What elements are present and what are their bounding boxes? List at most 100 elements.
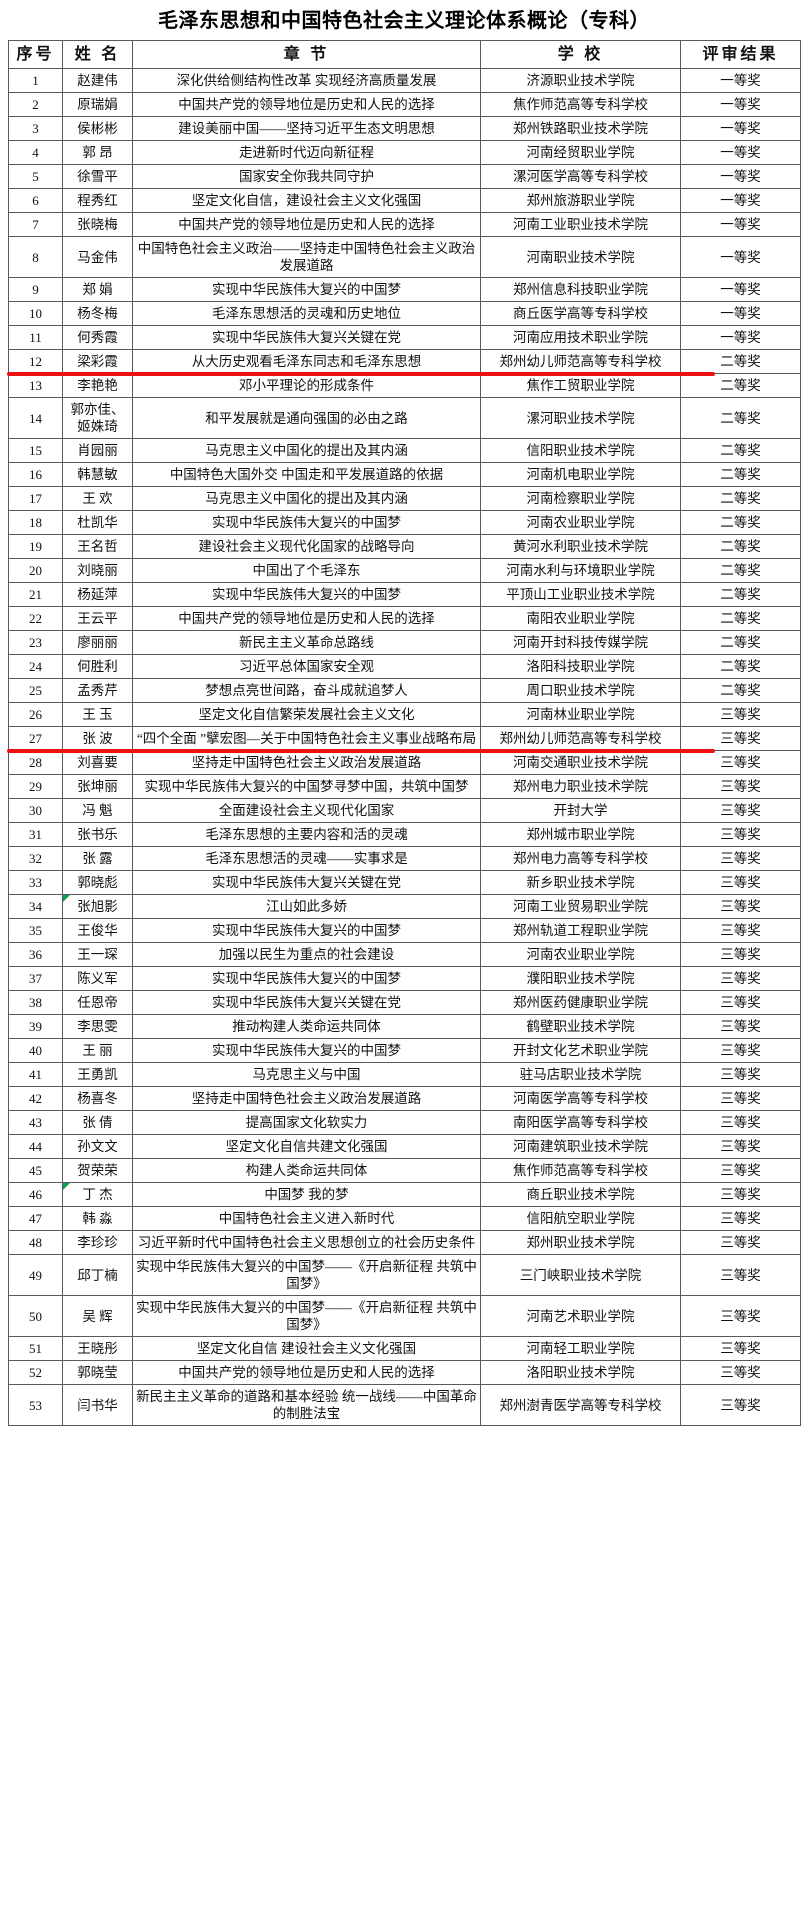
cell-chapter: 实现中华民族伟大复兴的中国梦寻梦中国，共筑中国梦 (132, 774, 481, 799)
table-row: 30 冯 魁全面建设社会主义现代化国家 开封大学 三等奖 (8, 798, 801, 823)
cell-name: 丁 杰 (62, 1182, 133, 1207)
cell-chapter: 推动构建人类命运共同体 (132, 1014, 481, 1039)
cell-school: 洛阳职业技术学院 (480, 1360, 681, 1385)
cell-school: 河南工业职业技术学院 (480, 212, 681, 237)
column-header-result: 评审结果 (680, 40, 801, 69)
cell-chapter: 坚持走中国特色社会主义政治发展道路 (132, 1086, 481, 1111)
table-row: 16 韩慧敏 中国特色大国外交 中国走和平发展道路的依据 河南机电职业学院 二等奖 (8, 462, 801, 487)
table-row: 32 张 露毛泽东思想活的灵魂——实事求是 郑州电力高等专科学校 三等奖 (8, 846, 801, 871)
cell-school: 郑州澍青医学高等专科学校 (480, 1384, 681, 1426)
cell-chapter: 实现中华民族伟大复兴关键在党 (132, 870, 481, 895)
cell-index: 35 (8, 918, 63, 943)
cell-result: 三等奖 (680, 846, 801, 871)
cell-school: 新乡职业技术学院 (480, 870, 681, 895)
cell-name: 王晓彤 (62, 1336, 133, 1361)
cell-name: 邱丁楠 (62, 1254, 133, 1296)
table-row: 13 李艳艳 邓小平理论的形成条件 焦作工贸职业学院 二等奖 (8, 373, 801, 398)
cell-school: 河南交通职业技术学院 (480, 750, 681, 775)
cell-name: 王一琛 (62, 942, 133, 967)
table-row: 24 何胜利 习近平总体国家安全观 洛阳科技职业学院 二等奖 (8, 654, 801, 679)
cell-chapter: 实现中华民族伟大复兴的中国梦——《开启新征程 共筑中国梦》 (132, 1254, 481, 1296)
cell-name: 张 波 (62, 726, 133, 751)
table-row: 7 张晓梅 中国共产党的领导地位是历史和人民的选择 河南工业职业技术学院 一等奖 (8, 212, 801, 237)
cell-name: 杨喜冬 (62, 1086, 133, 1111)
cell-result: 一等奖 (680, 277, 801, 302)
cell-index: 53 (8, 1384, 63, 1426)
cell-name: 王俊华 (62, 918, 133, 943)
cell-name: 张晓梅 (62, 212, 133, 237)
cell-school: 郑州信息科技职业学院 (480, 277, 681, 302)
cell-index: 14 (8, 397, 63, 439)
cell-index: 37 (8, 966, 63, 991)
cell-result: 三等奖 (680, 1360, 801, 1385)
cell-name: 王勇凯 (62, 1062, 133, 1087)
award-list-sheet: 毛泽东思想和中国特色社会主义理论体系概论（专科） 序号 姓 名 章 节 学 校 … (6, 10, 801, 1426)
table-row: 3 侯彬彬 建设美丽中国——坚持习近平生态文明思想 郑州铁路职业技术学院 一等奖 (8, 116, 801, 141)
cell-name: 郭亦佳、姬姝琦 (62, 397, 133, 439)
cell-chapter: 中国特色大国外交 中国走和平发展道路的依据 (132, 462, 481, 487)
cell-school: 信阳航空职业学院 (480, 1206, 681, 1231)
cell-chapter: 中国特色社会主义政治——坚持走中国特色社会主义政治发展道路 (132, 236, 481, 278)
cell-chapter: 实现中华民族伟大复兴的中国梦——《开启新征程 共筑中国梦》 (132, 1295, 481, 1337)
cell-index: 33 (8, 870, 63, 895)
cell-school: 河南建筑职业技术学院 (480, 1134, 681, 1159)
cell-school: 郑州医药健康职业学院 (480, 990, 681, 1015)
cell-index: 51 (8, 1336, 63, 1361)
cell-chapter: 中国出了个毛泽东 (132, 558, 481, 583)
cell-school: 河南职业技术学院 (480, 236, 681, 278)
cell-index: 47 (8, 1206, 63, 1231)
cell-result: 三等奖 (680, 1230, 801, 1255)
cell-result: 三等奖 (680, 1038, 801, 1063)
cell-index: 29 (8, 774, 63, 799)
table-row: 37 陈义军 实现中华民族伟大复兴的中国梦 濮阳职业技术学院 三等奖 (8, 966, 801, 991)
cell-index: 50 (8, 1295, 63, 1337)
table-row: 25 孟秀芹 梦想点亮世间路，奋斗成就追梦人 周口职业技术学院 二等奖 (8, 678, 801, 703)
cell-result: 三等奖 (680, 1062, 801, 1087)
cell-name: 刘晓丽 (62, 558, 133, 583)
cell-result: 三等奖 (680, 750, 801, 775)
cell-index: 10 (8, 301, 63, 326)
comment-flag-icon (63, 895, 70, 902)
cell-result: 三等奖 (680, 1336, 801, 1361)
cell-result: 三等奖 (680, 798, 801, 823)
cell-result: 三等奖 (680, 870, 801, 895)
table-row: 36 王一琛 加强以民生为重点的社会建设 河南农业职业学院 三等奖 (8, 942, 801, 967)
column-header-index: 序号 (8, 40, 63, 69)
cell-index: 44 (8, 1134, 63, 1159)
table-row: 34 张旭影 江山如此多娇 河南工业贸易职业学院 三等奖 (8, 894, 801, 919)
cell-name: 梁彩霞 (62, 349, 133, 374)
cell-result: 三等奖 (680, 702, 801, 727)
cell-school: 郑州旅游职业学院 (480, 188, 681, 213)
cell-result: 三等奖 (680, 1158, 801, 1183)
cell-school: 河南林业职业学院 (480, 702, 681, 727)
cell-index: 43 (8, 1110, 63, 1135)
table-row: 29 张坤丽 实现中华民族伟大复兴的中国梦寻梦中国，共筑中国梦 郑州电力职业技术学院三… (8, 774, 801, 799)
cell-school: 郑州铁路职业技术学院 (480, 116, 681, 141)
table-body: 1 赵建伟 深化供给侧结构性改革 实现经济高质量发展 济源职业技术学院 一等奖 2 原瑞娟中… (8, 68, 801, 1426)
table-row: 20 刘晓丽 中国出了个毛泽东 河南水利与环境职业学院 二等奖 (8, 558, 801, 583)
award-results-table: 序号 姓 名 章 节 学 校 评审结果 1 赵建伟 深化供给侧结构性改革 实现经济高… (8, 40, 801, 1426)
cell-school: 焦作工贸职业学院 (480, 373, 681, 398)
cell-chapter: 中国共产党的领导地位是历史和人民的选择 (132, 212, 481, 237)
table-header: 序号 姓 名 章 节 学 校 评审结果 (8, 40, 801, 69)
cell-result: 二等奖 (680, 510, 801, 535)
cell-index: 46 (8, 1182, 63, 1207)
cell-name: 王 欢 (62, 486, 133, 511)
cell-school: 商丘医学高等专科学校 (480, 301, 681, 326)
cell-chapter: 毛泽东思想活的灵魂——实事求是 (132, 846, 481, 871)
cell-school: 河南应用技术职业学院 (480, 325, 681, 350)
cell-name: 任恩帝 (62, 990, 133, 1015)
cell-name: 肖园丽 (62, 438, 133, 463)
table-row: 11 何秀霞 实现中华民族伟大复兴关键在党 河南应用技术职业学院 一等奖 (8, 325, 801, 350)
cell-name: 郭晓莹 (62, 1360, 133, 1385)
cell-index: 7 (8, 212, 63, 237)
table-row: 35 王俊华 实现中华民族伟大复兴的中国梦 郑州轨道工程职业学院 三等奖 (8, 918, 801, 943)
cell-name: 张 露 (62, 846, 133, 871)
column-header-chapter: 章 节 (132, 40, 481, 69)
cell-chapter: “四个全面 ”擘宏图—关于中国特色社会主义事业战略布局 (132, 726, 481, 751)
table-row: 17 王 欢马克思主义中国化的提出及其内涵 河南检察职业学院 二等奖 (8, 486, 801, 511)
cell-school: 河南检察职业学院 (480, 486, 681, 511)
table-row: 15 肖园丽 马克思主义中国化的提出及其内涵 信阳职业技术学院 二等奖 (8, 438, 801, 463)
cell-school: 河南医学高等专科学校 (480, 1086, 681, 1111)
cell-index: 21 (8, 582, 63, 607)
